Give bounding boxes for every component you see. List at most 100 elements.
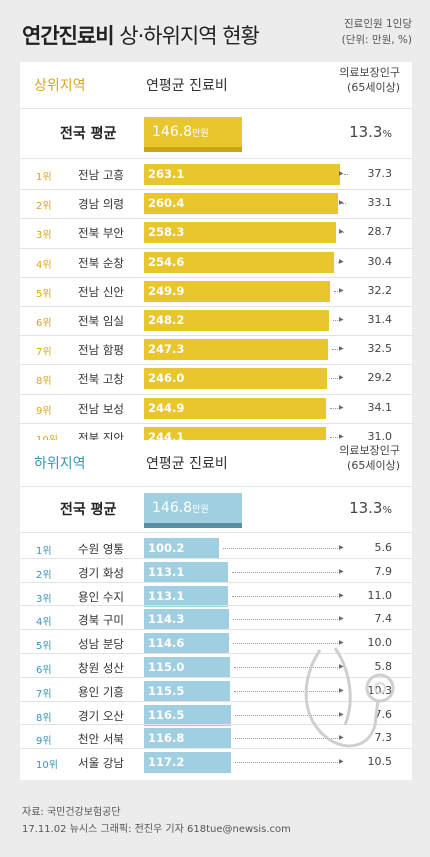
pct-value: 37.3	[367, 167, 393, 180]
leader-line	[233, 667, 338, 668]
leader-line	[233, 643, 338, 645]
table-row: 2위 경남 의령 260.4 ▶ 33.1	[20, 189, 412, 217]
rank-label: 4위	[36, 259, 52, 271]
arrow-icon: ▶	[339, 639, 344, 647]
rank-label: 9위	[36, 736, 52, 748]
bottom-average-row: 전국 평균 146.8만원 13.3%	[20, 490, 412, 530]
arrow-icon: ▶	[339, 734, 344, 742]
top-panel-header: 상위지역 연평균 진료비 의료보장인구 (65세이상)	[20, 62, 412, 108]
bar	[144, 680, 231, 702]
bar	[144, 193, 338, 215]
rank-label: 8위	[36, 712, 52, 724]
rank-label: 2위	[36, 569, 52, 581]
region-name: 경기 오산	[78, 708, 124, 723]
bar-value-label: 116.8	[148, 731, 185, 746]
row-divider	[20, 557, 412, 559]
top-pct-label: 의료보장인구 (65세이상)	[339, 65, 400, 95]
row-divider	[20, 748, 412, 750]
pct-value: 32.2	[367, 283, 393, 297]
arrow-icon: ▶	[339, 403, 344, 411]
region-name: 수원 영통	[78, 542, 124, 556]
pct-value: 7.3	[374, 731, 393, 745]
top-regions-panel: 상위지역 연평균 진료비 의료보장인구 (65세이상) 전국 평균 146.8만…	[20, 62, 412, 462]
region-name: 경기 화성	[78, 565, 124, 580]
region-name: 전남 보성	[78, 401, 124, 416]
table-row: 3위 전북 부안 258.3 ▶ 28.7	[20, 218, 412, 246]
leader-line	[329, 436, 338, 438]
arrow-icon: ▶	[339, 316, 344, 323]
region-name: 용인 수지	[78, 589, 124, 604]
region-name: 전남 고흥	[78, 168, 124, 182]
region-name: 천안 서북	[78, 732, 124, 747]
table-row: 7위 전남 함평 247.3 ▶ 32.5	[20, 335, 412, 363]
leader-line	[344, 174, 348, 175]
bottom-average-unit: 만원	[192, 505, 209, 515]
source-footer: 자료: 국민건강보험공단 17.11.02 뉴시스 그래픽: 전진우 기자 61…	[22, 804, 291, 838]
arrow-icon: ▶	[339, 615, 344, 623]
bottom-average-pct-value: 13.3	[349, 499, 383, 517]
region-name: 창원 성산	[78, 661, 124, 675]
leader-line	[330, 407, 338, 409]
region-name: 용인 기흥	[78, 684, 124, 699]
table-row: 7위 용인 기흥 115.5 ▶ 10.3	[20, 677, 412, 705]
leader-line	[232, 595, 338, 597]
rank-label: 8위	[36, 376, 52, 388]
table-row: 3위 용인 수지 113.1 ▶ 11.0	[20, 582, 412, 610]
top-pct-label-line2: (65세이상)	[347, 81, 400, 94]
rank-label: 7위	[36, 347, 52, 359]
bar-value-label: 113.1	[148, 564, 185, 579]
leader-line	[235, 762, 338, 764]
top-average-pct-sign: %	[382, 129, 392, 140]
table-row: 4위 전북 순창 254.6 ▶ 30.4	[20, 248, 412, 276]
row-divider	[20, 364, 412, 366]
bar-value-label: 115.0	[148, 660, 185, 674]
leader-line	[232, 571, 338, 573]
bottom-average-pct-sign: %	[382, 505, 392, 516]
region-name: 전북 고창	[78, 372, 124, 387]
bar-value-label: 100.2	[148, 541, 185, 555]
row-divider	[20, 422, 412, 424]
top-average-name: 전국 평균	[60, 126, 117, 142]
bottom-average-bar-shadow	[144, 523, 242, 528]
row-divider	[20, 189, 412, 191]
bar	[144, 397, 327, 419]
title-bold: 연간진료비	[22, 24, 115, 48]
top-pct-label-line1: 의료보장인구	[339, 66, 400, 79]
top-average-pct-value: 13.3	[349, 123, 383, 141]
arrow-icon: ▶	[339, 686, 344, 694]
arrow-icon: ▶	[339, 567, 344, 575]
top-average-divider	[20, 158, 412, 159]
rank-label: 2위	[36, 201, 52, 213]
leader-line	[234, 690, 338, 692]
title-rest: 상·하위지역 현황	[113, 24, 260, 48]
bottom-average-bar: 146.8만원	[144, 493, 242, 523]
leader-line	[222, 548, 338, 549]
bottom-pct-label: 의료보장인구 (65세이상)	[339, 443, 400, 473]
top-average-bar: 146.8만원	[144, 117, 242, 147]
arrow-icon: ▶	[339, 228, 344, 236]
table-row: 6위 전북 임실 248.2 ▶ 31.4	[20, 306, 412, 334]
arrow-icon: ▶	[339, 170, 344, 177]
arrow-icon: ▶	[339, 257, 344, 265]
pct-value: 7.6	[374, 707, 393, 721]
table-row: 8위 전북 고창 246.0 ▶ 29.2	[20, 364, 412, 392]
row-divider	[20, 605, 412, 607]
rank-label: 7위	[36, 688, 52, 700]
bottom-average-value: 146.8	[152, 500, 193, 516]
bar-value-label: 263.1	[148, 167, 185, 181]
bottom-value-label: 연평균 진료비	[146, 456, 228, 472]
bar	[144, 538, 219, 559]
pct-value: 11.0	[367, 588, 393, 602]
bar-value-label: 258.3	[148, 225, 185, 240]
region-name: 경남 의령	[78, 197, 124, 212]
rank-label: 1위	[36, 546, 52, 557]
rank-label: 5위	[36, 641, 52, 653]
table-row: 9위 천안 서북 116.8 ▶ 7.3	[20, 724, 412, 752]
bar-value-label: 260.4	[148, 196, 185, 211]
bar	[144, 657, 230, 678]
table-row: 1위 수원 영통 100.2 ▶ 5.6	[20, 534, 412, 562]
pct-value: 31.4	[367, 313, 393, 326]
table-row: 8위 경기 오산 116.5 ▶ 7.6	[20, 701, 412, 729]
bottom-pct-label-line2: (65세이상)	[347, 459, 400, 472]
pct-value: 28.7	[367, 225, 393, 239]
